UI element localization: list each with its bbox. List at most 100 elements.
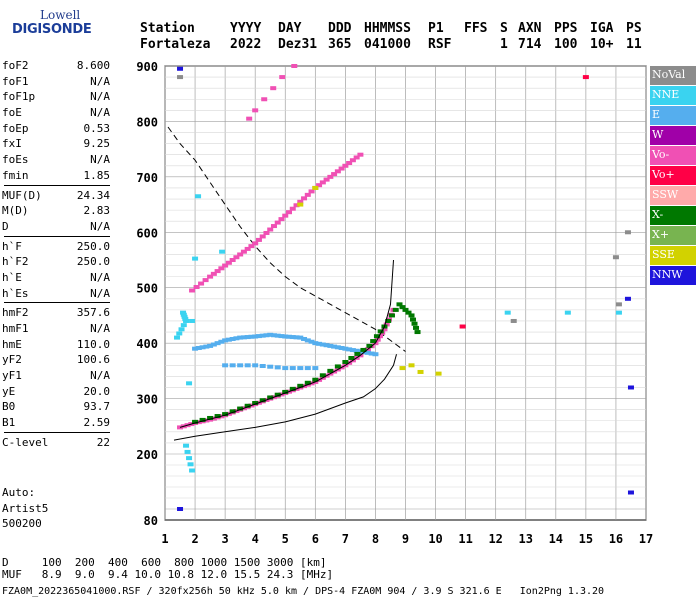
- header-label-5: P1: [428, 21, 444, 36]
- echo-mark: [180, 323, 187, 328]
- echo-mark: [373, 334, 380, 339]
- echo-mark: [181, 314, 188, 319]
- param-row: foF1p N/A: [2, 89, 110, 105]
- param-row: MUF(D) 24.34: [2, 188, 110, 204]
- echo-mark: [218, 266, 225, 271]
- echo-mark: [282, 366, 289, 371]
- header-label-10: IGA: [590, 21, 614, 36]
- y-tick-label: 200: [136, 448, 158, 462]
- echo-mark: [244, 403, 251, 408]
- echo-mark: [308, 339, 315, 344]
- x-tick-label: 16: [609, 532, 623, 546]
- auto-code: 500200: [2, 517, 42, 530]
- y-tick-label: 300: [136, 393, 158, 407]
- echo-mark: [316, 183, 323, 188]
- echo-mark: [304, 380, 311, 385]
- echo-mark: [210, 271, 217, 276]
- echo-mark: [233, 336, 240, 341]
- echo-mark: [225, 337, 232, 342]
- echo-mark: [219, 249, 226, 254]
- echo-mark: [259, 333, 266, 338]
- echo-mark: [364, 350, 371, 355]
- x-tick-label: 5: [282, 532, 289, 546]
- echo-mark: [184, 449, 191, 454]
- legend-item: NNW: [650, 266, 696, 286]
- echo-mark: [334, 169, 341, 174]
- param-name: hmE: [2, 337, 22, 351]
- x-tick-label: 8: [372, 532, 379, 546]
- y-tick-label: 700: [136, 171, 158, 185]
- header-label-4: HHMMSS: [364, 21, 411, 36]
- echo-mark: [270, 224, 277, 229]
- param-row: M(D) 2.83: [2, 203, 110, 219]
- echo-mark: [259, 398, 266, 403]
- echo-mark: [385, 318, 392, 323]
- param-name: hmF1: [2, 322, 29, 335]
- echo-mark: [263, 230, 270, 235]
- echo-mark: [214, 341, 221, 346]
- echo-mark: [237, 406, 244, 411]
- echo-mark: [202, 278, 209, 283]
- echo-mark: [338, 345, 345, 350]
- param-value: 250.0: [76, 255, 110, 269]
- echo-mark: [237, 335, 244, 340]
- echo-mark: [255, 237, 262, 242]
- param-separator: [4, 302, 110, 304]
- echo-mark: [259, 364, 266, 369]
- echo-mark: [229, 258, 236, 262]
- echo-mark: [435, 371, 442, 376]
- echo-mark: [377, 329, 384, 334]
- echo-mark: [207, 274, 214, 279]
- y-tick-label: 800: [136, 115, 158, 129]
- echo-mark: [183, 318, 190, 323]
- param-name: fxI: [2, 137, 22, 151]
- x-tick-label: 10: [428, 532, 442, 546]
- echo-mark: [180, 310, 187, 315]
- param-value: 0.53: [83, 121, 111, 135]
- param-row: hmE 110.0: [2, 337, 110, 353]
- x-tick-label: 11: [458, 532, 472, 546]
- param-row: fxI 9.25: [2, 136, 110, 152]
- param-value: N/A: [90, 286, 110, 300]
- echo-mark: [304, 192, 311, 197]
- echo-mark: [178, 327, 185, 332]
- echo-mark: [192, 419, 199, 424]
- param-value: 1.85: [83, 168, 111, 182]
- echo-mark: [334, 345, 341, 350]
- param-separator: [4, 431, 110, 433]
- echo-mark: [187, 462, 194, 467]
- echo-mark: [348, 355, 355, 360]
- echo-mark: [338, 166, 345, 171]
- echo-mark: [207, 343, 214, 348]
- y-tick-label: 600: [136, 226, 158, 240]
- echo-mark: [297, 335, 304, 340]
- echo-mark: [259, 234, 266, 239]
- param-value: N/A: [90, 106, 110, 120]
- echo-mark: [255, 334, 262, 339]
- param-value: 93.7: [83, 400, 111, 414]
- param-name: yF2: [2, 353, 22, 367]
- param-value: N/A: [90, 153, 110, 167]
- echo-mark: [289, 366, 296, 371]
- auto-label: Auto:: [2, 486, 36, 499]
- param-name: h`F2: [2, 255, 29, 269]
- echo-mark: [195, 194, 202, 199]
- header-label-6: FFS: [464, 21, 488, 36]
- param-row: yF2 100.6: [2, 352, 110, 368]
- echo-mark: [301, 196, 308, 201]
- param-value: N/A: [90, 90, 110, 104]
- echo-mark: [248, 244, 255, 249]
- param-row: yE 20.0: [2, 384, 110, 400]
- echo-mark: [203, 344, 210, 349]
- echo-mark: [180, 312, 187, 317]
- echo-mark: [323, 177, 330, 182]
- x-tick-label: 1: [161, 532, 168, 546]
- echo-mark: [342, 346, 349, 351]
- y-tick-label: 80: [144, 514, 158, 528]
- echo-mark: [252, 241, 259, 246]
- legend-item: NoVal: [650, 66, 696, 86]
- echo-mark: [278, 334, 285, 339]
- echo-mark: [293, 335, 300, 340]
- echo-mark: [353, 348, 360, 353]
- echo-mark: [229, 336, 236, 341]
